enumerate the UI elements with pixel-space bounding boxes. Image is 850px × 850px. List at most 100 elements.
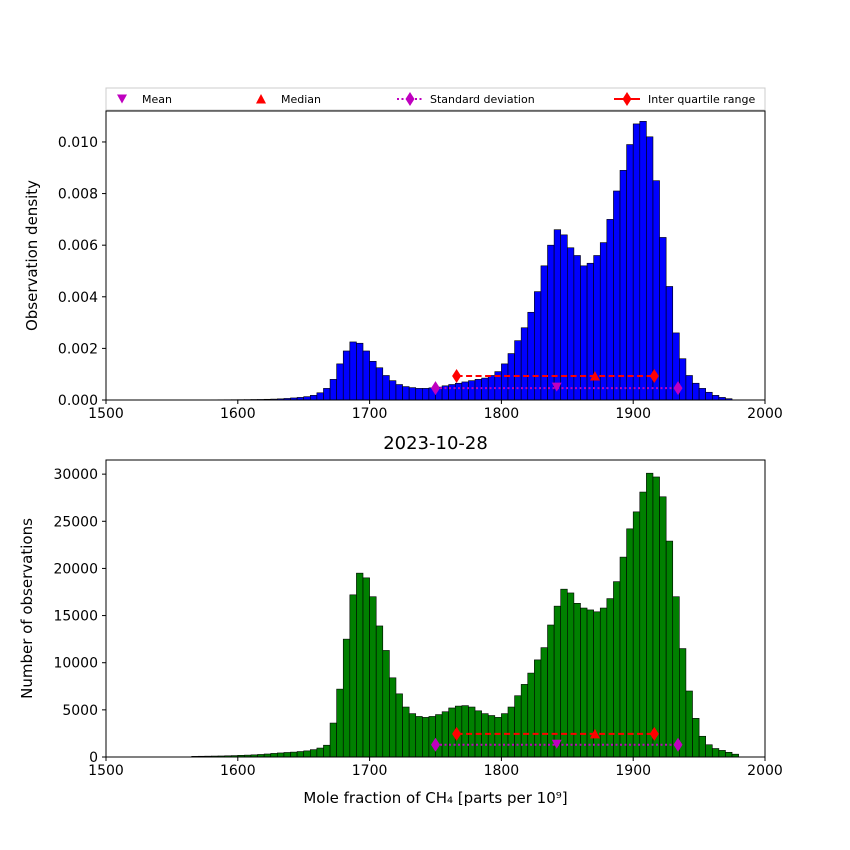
density-bar <box>580 265 588 401</box>
density-std-marker <box>673 381 683 396</box>
count-bar <box>329 722 337 758</box>
density-iqr-marker <box>452 369 462 384</box>
density-bar <box>375 367 384 401</box>
count-bar <box>560 588 568 758</box>
density-bar <box>408 387 417 401</box>
density-x-tick-label: 1900 <box>615 406 651 422</box>
density-median-marker <box>589 371 600 381</box>
legend-mean-marker <box>117 94 127 104</box>
count-bar <box>342 638 351 758</box>
density-chart: 1500 1600 1700 1800 1900 2000 0.000 0.002 0.004… <box>23 110 783 422</box>
count-x-tick-label: 1800 <box>484 763 520 779</box>
density-x-tick-label: 1500 <box>88 406 124 422</box>
count-y-tick-label: 25000 <box>53 514 98 530</box>
count-bar <box>468 706 476 758</box>
count-y-axis: 0 5000 10000 15000 20000 25000 30000 <box>53 467 106 766</box>
density-bar <box>698 388 706 401</box>
count-bar <box>323 744 331 758</box>
count-x-tick-label: 1500 <box>88 763 124 779</box>
count-y-tick-label: 20000 <box>53 561 98 577</box>
density-bar <box>303 396 311 401</box>
density-plot-frame <box>105 110 766 401</box>
density-bar <box>468 380 476 401</box>
density-bar <box>679 358 687 401</box>
count-bar <box>296 751 304 758</box>
density-bar <box>501 363 509 401</box>
density-bar <box>382 375 390 401</box>
count-chart: 2023-10-28 1500 1600 1700 1800 1900 2000 0 500… <box>18 433 783 807</box>
density-bar <box>665 286 674 401</box>
count-bar <box>520 684 529 758</box>
density-bar <box>369 360 377 401</box>
count-bar <box>402 706 410 758</box>
count-mean-marker <box>551 739 562 749</box>
density-x-axis: 1500 1600 1700 1800 1900 2000 <box>88 400 783 422</box>
density-bar <box>342 350 351 401</box>
count-plot-frame <box>105 459 766 758</box>
count-bar <box>283 752 291 758</box>
count-bar <box>303 750 311 758</box>
density-bar <box>527 311 535 401</box>
legend-median-label: Median <box>281 93 321 106</box>
density-bar <box>619 170 627 401</box>
count-chart-title: 2023-10-28 <box>383 433 488 454</box>
density-mean-marker <box>551 382 562 392</box>
density-bar <box>309 395 318 401</box>
count-bar <box>356 572 364 758</box>
count-x-axis-label: Mole fraction of CH₄ [parts per 10⁹] <box>303 789 567 807</box>
count-bar <box>698 735 706 758</box>
count-bar <box>494 717 502 758</box>
count-bar <box>718 750 726 758</box>
density-bar <box>606 219 614 401</box>
density-bar <box>566 247 575 401</box>
count-bar <box>566 592 575 758</box>
count-bar <box>336 688 344 758</box>
density-bar <box>553 229 562 401</box>
count-x-tick-label: 2000 <box>747 763 783 779</box>
density-bar <box>540 265 548 401</box>
count-y-tick-label: 0 <box>89 750 98 766</box>
count-bar <box>665 540 674 758</box>
legend-std-marker <box>405 92 415 106</box>
density-bar <box>613 190 621 401</box>
density-bar <box>711 395 720 401</box>
count-y-tick-label: 30000 <box>53 467 98 483</box>
count-bar <box>369 596 377 758</box>
count-bar <box>534 659 542 758</box>
count-stat-markers <box>431 726 683 752</box>
count-bar <box>435 714 443 758</box>
density-bar <box>402 386 410 401</box>
count-bar <box>626 528 634 758</box>
density-bar <box>659 237 667 401</box>
count-bar <box>415 716 423 758</box>
count-x-tick-label: 1700 <box>352 763 388 779</box>
count-bar <box>632 511 641 758</box>
count-y-axis-label: Number of observations <box>18 518 36 699</box>
count-iqr-marker <box>649 726 659 741</box>
density-bar <box>474 379 482 401</box>
density-y-axis-label: Observation density <box>23 180 41 331</box>
density-bar <box>534 291 542 401</box>
density-bar <box>389 380 397 401</box>
count-bar <box>646 472 654 758</box>
density-bar <box>487 375 496 401</box>
count-bars <box>191 472 739 758</box>
density-bars <box>191 121 733 401</box>
count-iqr-marker <box>452 726 462 741</box>
legend-mean-label: Mean <box>142 93 172 106</box>
density-bar <box>520 327 529 401</box>
density-x-tick-label: 2000 <box>747 406 783 422</box>
density-bar <box>448 384 456 401</box>
count-bar <box>362 577 370 758</box>
density-bar <box>514 340 522 401</box>
count-bar <box>639 491 647 758</box>
count-bar <box>481 713 489 758</box>
density-bar <box>323 388 331 401</box>
count-bar <box>711 748 720 758</box>
count-bar <box>428 716 436 758</box>
count-bar <box>685 690 693 758</box>
count-x-axis: 1500 1600 1700 1800 1900 2000 <box>88 757 783 779</box>
count-bar <box>672 596 680 758</box>
count-bar <box>309 749 318 758</box>
